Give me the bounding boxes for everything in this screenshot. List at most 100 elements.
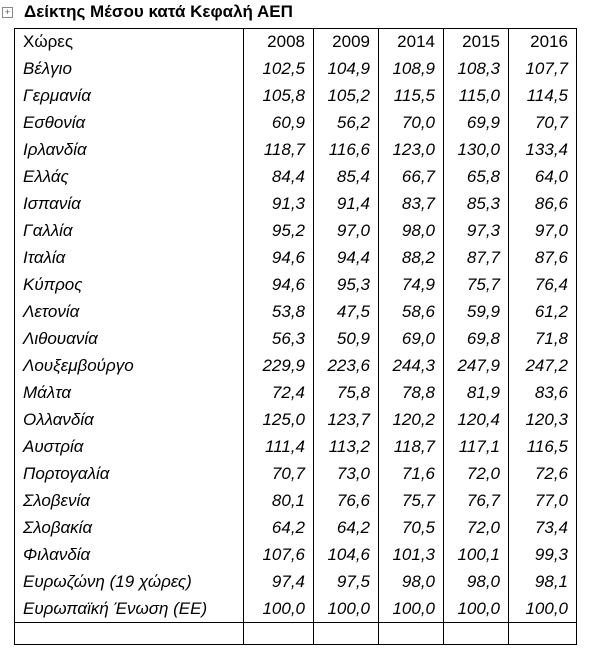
country-cell: Σλοβακία bbox=[14, 514, 244, 542]
value-cell: 70,0 bbox=[378, 109, 444, 137]
data-row: Κύπρος 94,6 95,3 74,9 75,7 76,4 bbox=[14, 271, 577, 299]
value-cell: 114,5 bbox=[508, 82, 577, 110]
data-row: Σλοβακία 64,2 64,2 70,5 72,0 73,4 bbox=[14, 514, 577, 542]
value-cell: 118,7 bbox=[378, 433, 444, 461]
value-cell: 83,6 bbox=[508, 379, 577, 407]
value-cell: 71,8 bbox=[508, 325, 577, 353]
value-cell: 223,6 bbox=[313, 352, 379, 380]
value-cell: 65,8 bbox=[443, 163, 509, 191]
country-cell: Λουξεμβούργο bbox=[14, 352, 244, 380]
value-cell: 64,2 bbox=[313, 514, 379, 542]
data-row: Πορτογαλία 70,7 73,0 71,6 72,0 72,6 bbox=[14, 460, 577, 488]
value-cell: 76,4 bbox=[508, 271, 577, 299]
value-cell: 247,2 bbox=[508, 352, 577, 380]
value-cell: 97,5 bbox=[313, 568, 379, 596]
value-cell: 73,0 bbox=[313, 460, 379, 488]
value-cell: 102,5 bbox=[243, 55, 314, 83]
value-cell: 86,6 bbox=[508, 190, 577, 218]
empty-cell bbox=[14, 622, 244, 645]
value-cell: 69,9 bbox=[443, 109, 509, 137]
empty-cell bbox=[313, 622, 379, 645]
value-cell: 81,9 bbox=[443, 379, 509, 407]
value-cell: 133,4 bbox=[508, 136, 577, 164]
value-cell: 98,0 bbox=[378, 568, 444, 596]
value-cell: 116,6 bbox=[313, 136, 379, 164]
value-cell: 56,3 bbox=[243, 325, 314, 353]
value-cell: 85,4 bbox=[313, 163, 379, 191]
value-cell: 105,2 bbox=[313, 82, 379, 110]
value-cell: 72,0 bbox=[443, 460, 509, 488]
data-row: Λουξεμβούργο 229,9 223,6 244,3 247,9 247,2 bbox=[14, 352, 577, 380]
value-cell: 123,0 bbox=[378, 136, 444, 164]
value-cell: 80,1 bbox=[243, 487, 314, 515]
value-cell: 75,8 bbox=[313, 379, 379, 407]
value-cell: 59,9 bbox=[443, 298, 509, 326]
value-cell: 244,3 bbox=[378, 352, 444, 380]
value-cell: 73,4 bbox=[508, 514, 577, 542]
value-cell: 70,5 bbox=[378, 514, 444, 542]
value-cell: 83,7 bbox=[378, 190, 444, 218]
country-cell: Ολλανδία bbox=[14, 406, 244, 434]
value-cell: 125,0 bbox=[243, 406, 314, 434]
value-cell: 64,2 bbox=[243, 514, 314, 542]
value-cell: 98,1 bbox=[508, 568, 577, 596]
data-row: Σλοβενία 80,1 76,6 75,7 76,7 77,0 bbox=[14, 487, 577, 515]
country-cell: Βέλγιο bbox=[14, 55, 244, 83]
country-cell: Ελλάς bbox=[14, 163, 244, 191]
value-cell: 64,0 bbox=[508, 163, 577, 191]
value-cell: 118,7 bbox=[243, 136, 314, 164]
value-cell: 74,9 bbox=[378, 271, 444, 299]
value-cell: 97,0 bbox=[508, 217, 577, 245]
value-cell: 107,6 bbox=[243, 541, 314, 569]
data-table: Χώρες 2008 2009 2014 2015 2016 Βέλγιο 102,5 104,… bbox=[14, 28, 577, 645]
value-cell: 87,6 bbox=[508, 244, 577, 272]
data-row: Ευρωπαϊκή Ένωση (ΕΕ) 100,0 100,0 100,0 100,0… bbox=[14, 595, 577, 623]
value-cell: 56,2 bbox=[313, 109, 379, 137]
country-cell: Λετονία bbox=[14, 298, 244, 326]
move-handle[interactable]: + bbox=[2, 7, 13, 18]
value-cell: 97,3 bbox=[443, 217, 509, 245]
country-cell: Λιθουανία bbox=[14, 325, 244, 353]
value-cell: 97,0 bbox=[313, 217, 379, 245]
value-cell: 100,0 bbox=[508, 595, 577, 623]
value-cell: 76,7 bbox=[443, 487, 509, 515]
country-cell: Γαλλία bbox=[14, 217, 244, 245]
value-cell: 70,7 bbox=[243, 460, 314, 488]
value-cell: 107,7 bbox=[508, 55, 577, 83]
country-cell: Μάλτα bbox=[14, 379, 244, 407]
country-cell: Ιρλανδία bbox=[14, 136, 244, 164]
data-row: Ελλάς 84,4 85,4 66,7 65,8 64,0 bbox=[14, 163, 577, 191]
value-cell: 69,8 bbox=[443, 325, 509, 353]
value-cell: 101,3 bbox=[378, 541, 444, 569]
value-cell: 94,6 bbox=[243, 271, 314, 299]
value-cell: 117,1 bbox=[443, 433, 509, 461]
empty-cell bbox=[443, 622, 509, 645]
value-cell: 72,4 bbox=[243, 379, 314, 407]
data-row: Λετονία 53,8 47,5 58,6 59,9 61,2 bbox=[14, 298, 577, 326]
data-row: Ολλανδία 125,0 123,7 120,2 120,4 120,3 bbox=[14, 406, 577, 434]
value-cell: 72,6 bbox=[508, 460, 577, 488]
country-cell: Ιταλία bbox=[14, 244, 244, 272]
year-header: 2016 bbox=[508, 28, 577, 56]
value-cell: 98,0 bbox=[378, 217, 444, 245]
value-cell: 104,9 bbox=[313, 55, 379, 83]
value-cell: 229,9 bbox=[243, 352, 314, 380]
data-row: Ευρωζώνη (19 χώρες) 97,4 97,5 98,0 98,0 98,1 bbox=[14, 568, 577, 596]
value-cell: 115,5 bbox=[378, 82, 444, 110]
value-cell: 66,7 bbox=[378, 163, 444, 191]
value-cell: 100,0 bbox=[378, 595, 444, 623]
value-cell: 100,1 bbox=[443, 541, 509, 569]
data-row: Μάλτα 72,4 75,8 78,8 81,9 83,6 bbox=[14, 379, 577, 407]
value-cell: 69,0 bbox=[378, 325, 444, 353]
table-title: Δείκτης Μέσου κατά Κεφαλή ΑΕΠ bbox=[24, 2, 293, 21]
value-cell: 91,4 bbox=[313, 190, 379, 218]
value-cell: 97,4 bbox=[243, 568, 314, 596]
year-header: 2014 bbox=[378, 28, 444, 56]
value-cell: 108,3 bbox=[443, 55, 509, 83]
value-cell: 99,3 bbox=[508, 541, 577, 569]
header-row: Χώρες 2008 2009 2014 2015 2016 bbox=[14, 28, 577, 56]
country-cell: Ευρωζώνη (19 χώρες) bbox=[14, 568, 244, 596]
empty-cell bbox=[378, 622, 444, 645]
value-cell: 75,7 bbox=[378, 487, 444, 515]
